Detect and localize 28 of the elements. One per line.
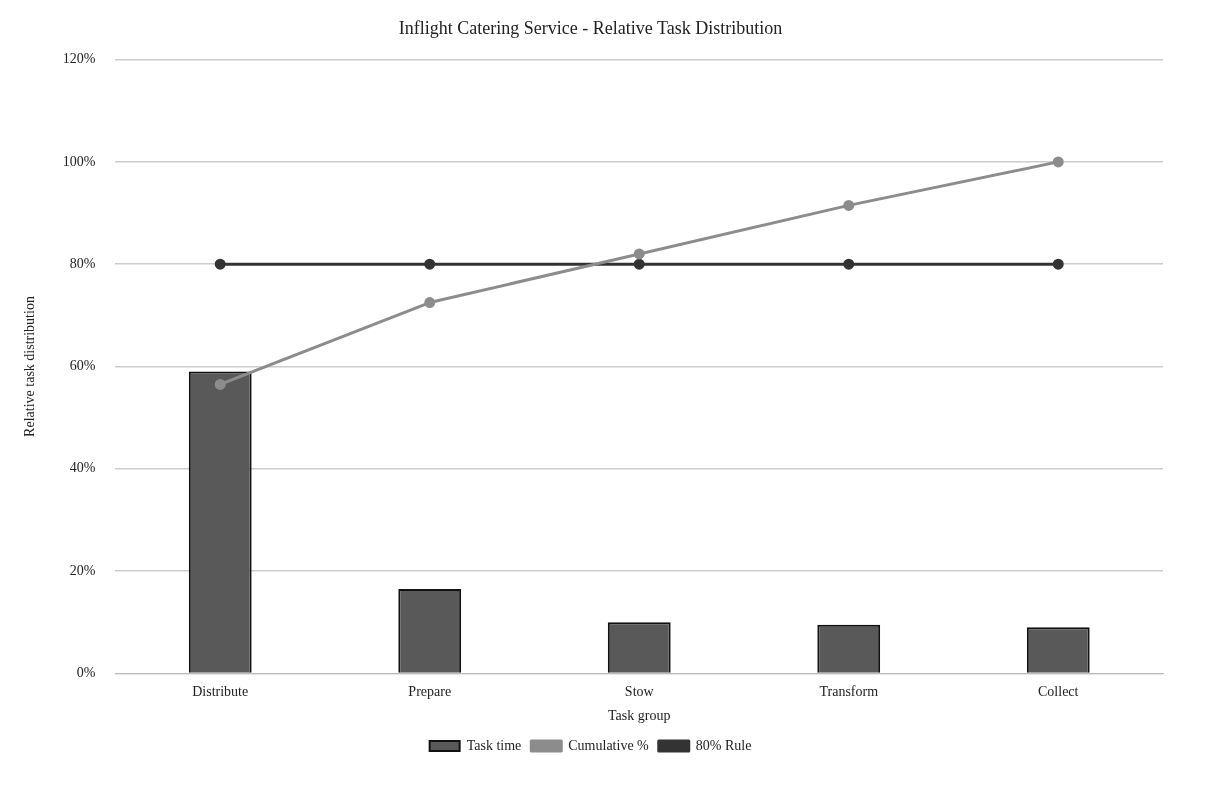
legend-label: 80% Rule xyxy=(695,737,752,753)
point xyxy=(843,258,855,270)
point xyxy=(214,258,226,270)
point xyxy=(1052,156,1064,168)
y-tick-label: 20% xyxy=(69,562,96,578)
x-tick-label: Distribute xyxy=(192,684,249,700)
y-axis-title: Relative task distribution xyxy=(22,296,38,437)
y-tick-label: 0% xyxy=(76,665,96,681)
y-tick-label: 40% xyxy=(69,460,96,476)
point xyxy=(633,248,645,260)
x-tick-label: Stow xyxy=(624,684,655,700)
legend-label: Cumulative % xyxy=(568,737,650,753)
point xyxy=(214,378,226,390)
x-tick-label: Collect xyxy=(1038,684,1079,700)
point xyxy=(1052,258,1064,270)
chart-title: Inflight Catering Service - Relative Task Distribution xyxy=(398,17,783,38)
x-tick-label: Prepare xyxy=(408,684,452,700)
y-tick-label: 80% xyxy=(69,255,96,271)
y-tick-label: 100% xyxy=(62,153,96,169)
legend-label: Task time xyxy=(466,737,522,753)
x-axis-title: Task group xyxy=(608,708,671,724)
point xyxy=(633,258,645,270)
point xyxy=(424,297,436,309)
point xyxy=(424,258,436,270)
x-tick-label: Transform xyxy=(819,684,879,700)
y-tick-label: 60% xyxy=(69,358,96,374)
y-tick-label: 120% xyxy=(62,51,96,67)
point xyxy=(843,199,855,211)
